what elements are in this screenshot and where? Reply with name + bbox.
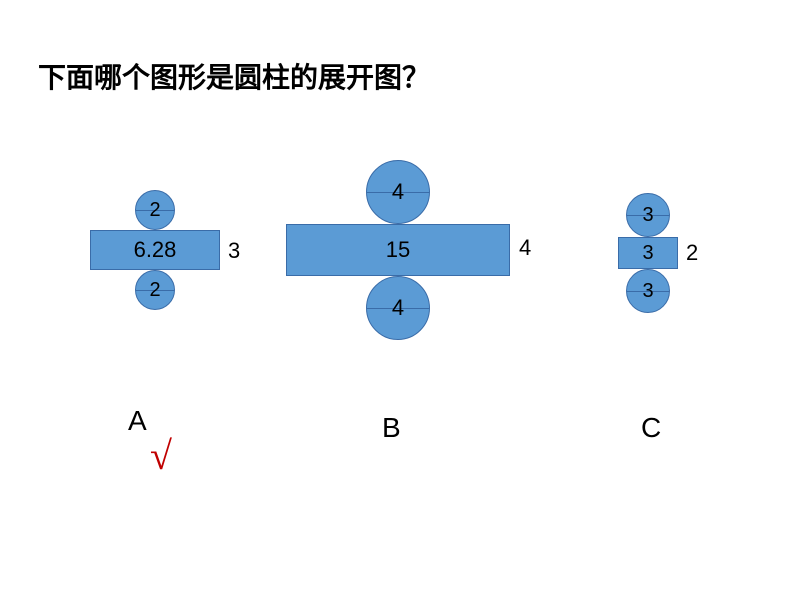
diagram-b-height-label: 4 xyxy=(519,235,531,261)
rect-value: 3 xyxy=(642,242,653,265)
circle-value: 3 xyxy=(642,280,653,303)
option-c-label: C xyxy=(641,412,661,444)
diagram-a-bottom-circle: 2 xyxy=(135,270,175,310)
question-text: 下面哪个图形是圆柱的展开图？ xyxy=(38,56,430,96)
circle-value: 3 xyxy=(642,204,653,227)
diagram-a-rect: 6.28 xyxy=(90,230,220,270)
diagram-b-bottom-circle: 4 xyxy=(366,276,430,340)
circle-value: 2 xyxy=(149,199,160,222)
checkmark-icon: √ xyxy=(150,432,172,479)
diagram-b-top-circle: 4 xyxy=(366,160,430,224)
diagram-b-rect: 15 xyxy=(286,224,510,276)
circle-value: 2 xyxy=(149,279,160,302)
diagram-c-height-label: 2 xyxy=(686,240,698,266)
option-b-label: B xyxy=(382,412,401,444)
rect-value: 6.28 xyxy=(134,237,177,263)
circle-value: 4 xyxy=(392,295,404,321)
diagram-c-top-circle: 3 xyxy=(626,193,670,237)
rect-value: 15 xyxy=(386,237,410,263)
option-a-label: A xyxy=(128,405,147,437)
diagram-a-top-circle: 2 xyxy=(135,190,175,230)
diagram-c-rect: 3 xyxy=(618,237,678,269)
diagram-a-height-label: 3 xyxy=(228,238,240,264)
diagram-c-bottom-circle: 3 xyxy=(626,269,670,313)
circle-value: 4 xyxy=(392,179,404,205)
